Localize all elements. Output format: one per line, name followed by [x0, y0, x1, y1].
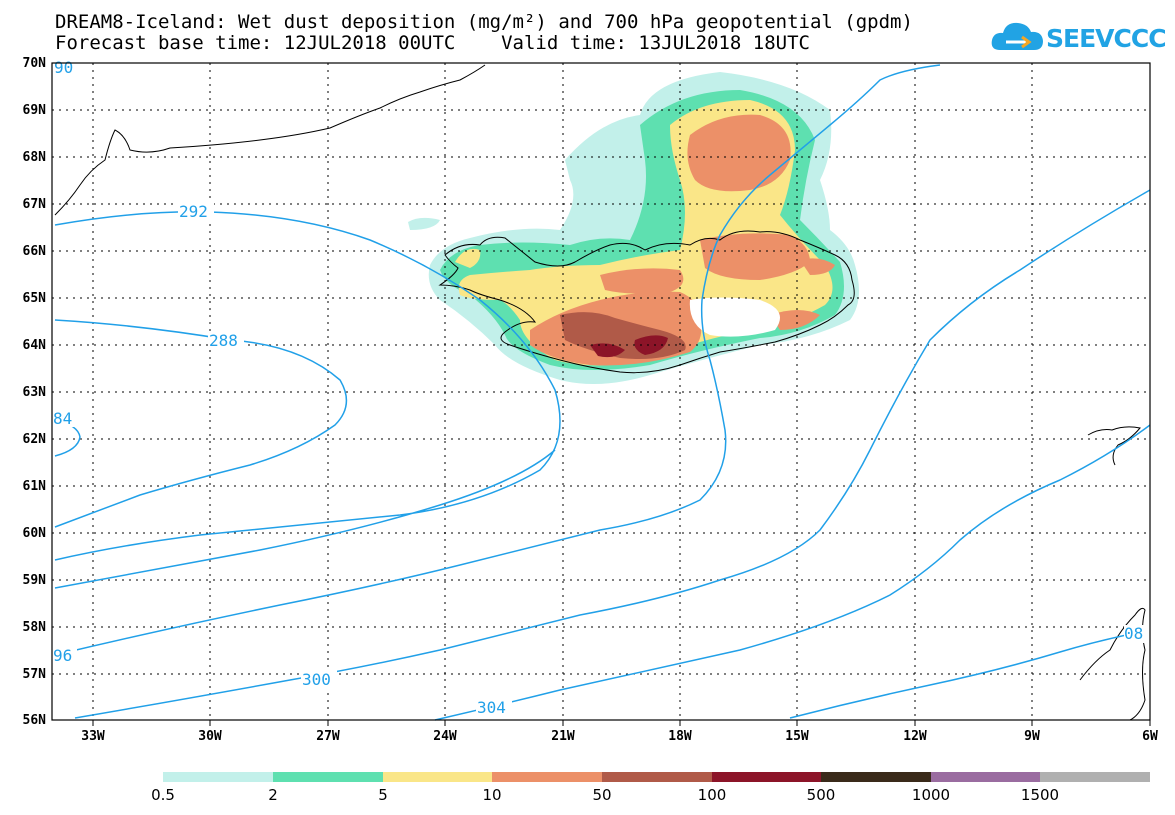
contour-label-308: 08 — [1124, 624, 1143, 643]
map-frame — [51, 62, 1151, 721]
scotland-coast-2 — [1079, 607, 1146, 721]
lat-label: 62N — [22, 432, 46, 447]
lat-label: 70N — [22, 56, 46, 71]
contour-label-group: 292 288 84 96 300 304 08 90 — [53, 58, 1150, 717]
lat-label: 59N — [22, 573, 46, 588]
colorbar-swatch — [602, 772, 712, 782]
lon-label: 9W — [1024, 729, 1040, 744]
colorbar-swatch — [492, 772, 602, 782]
colorbar-label: 1000 — [911, 786, 951, 804]
lon-label: 27W — [316, 729, 340, 744]
colorbar-swatch — [163, 772, 273, 782]
contour-296 — [54, 64, 941, 656]
colorbar-swatch — [273, 772, 383, 782]
cloud-icon — [991, 22, 1043, 50]
lat-label: 57N — [22, 667, 46, 682]
contour-label-300: 300 — [302, 670, 331, 689]
coastlines — [54, 64, 1146, 721]
lon-label: 24W — [433, 729, 457, 744]
contour-label-292: 292 — [179, 202, 208, 221]
dust-deposition-shading — [408, 72, 859, 384]
lat-label: 60N — [22, 526, 46, 541]
contour-label-top: 90 — [54, 58, 73, 77]
colorbar-label: 10 — [482, 786, 502, 804]
contour-label-288: 288 — [209, 331, 238, 350]
lat-label: 65N — [22, 291, 46, 306]
colorbar-swatch — [931, 772, 1040, 782]
lon-label: 30W — [198, 729, 222, 744]
colorbar-label: 1500 — [1020, 786, 1060, 804]
colorbar-label: 0.5 — [151, 786, 175, 804]
forecast-times: Forecast base time: 12JUL2018 00UTC Vali… — [55, 32, 810, 54]
logo-text: SEEVCCC — [1046, 24, 1167, 53]
colorbar-label: 100 — [697, 786, 727, 804]
colorbar-swatch — [1040, 772, 1150, 782]
colorbar-label: 500 — [806, 786, 836, 804]
colorbar-swatch — [712, 772, 821, 782]
scotland-coast — [1087, 426, 1141, 466]
map-title: DREAM8-Iceland: Wet dust deposition (mg/… — [55, 11, 913, 33]
lat-label: 63N — [22, 385, 46, 400]
lat-label: 67N — [22, 197, 46, 212]
colorbar-label: 50 — [592, 786, 612, 804]
contour-label-304: 304 — [477, 698, 506, 717]
contour-288 — [54, 319, 348, 528]
iceland-coast — [438, 230, 855, 374]
lon-label: 6W — [1142, 729, 1158, 744]
lon-label: 12W — [903, 729, 927, 744]
colorbar-swatch — [383, 772, 492, 782]
colorbar-label: 5 — [378, 786, 388, 804]
lat-label: 66N — [22, 244, 46, 259]
lon-label: 21W — [551, 729, 575, 744]
contour-304 — [434, 424, 1151, 721]
lon-label: 18W — [668, 729, 692, 744]
contour-308 — [789, 629, 1151, 719]
colorbar-swatch — [821, 772, 931, 782]
seevccc-logo: SEEVCCC — [990, 18, 1167, 58]
greenland-coast — [54, 64, 486, 216]
colorbar-label: 2 — [268, 786, 278, 804]
contour-label-296: 96 — [53, 646, 72, 665]
lat-label: 64N — [22, 338, 46, 353]
lat-label: 69N — [22, 103, 46, 118]
lat-label: 61N — [22, 479, 46, 494]
lon-label: 33W — [81, 729, 105, 744]
lon-label: 15W — [785, 729, 809, 744]
lat-label: 68N — [22, 150, 46, 165]
lat-label: 58N — [22, 620, 46, 635]
lat-label: 56N — [22, 713, 46, 728]
contour-label-84: 84 — [53, 409, 72, 428]
contour-292 — [54, 211, 561, 589]
axis-ticks — [92, 720, 1151, 726]
